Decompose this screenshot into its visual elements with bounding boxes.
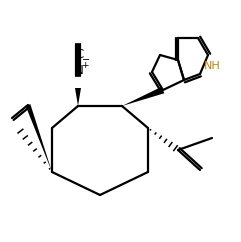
Polygon shape [122,87,164,106]
Text: −: − [82,55,90,65]
Polygon shape [26,104,52,172]
Text: +: + [81,61,89,70]
Text: N: N [75,63,83,76]
Polygon shape [75,88,81,106]
Text: NH: NH [204,61,220,71]
Text: C: C [75,48,83,61]
